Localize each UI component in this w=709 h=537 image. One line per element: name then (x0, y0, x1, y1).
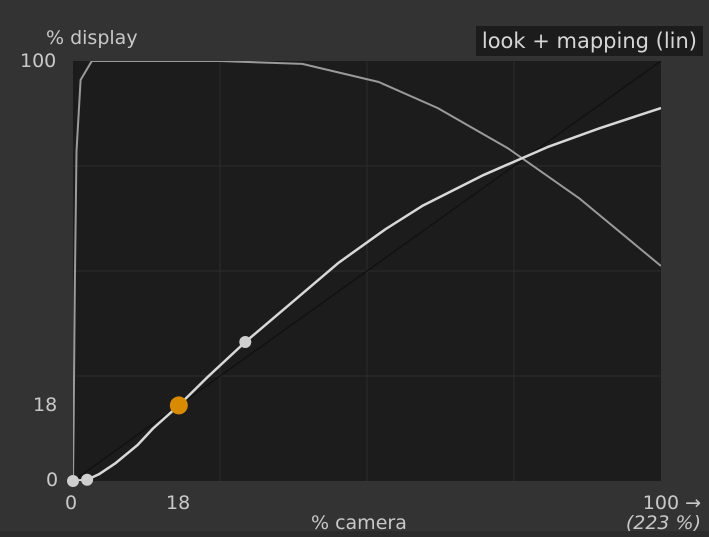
tone-curve (73, 106, 661, 481)
x-tick-label-0: 0 (65, 492, 78, 514)
y-tick-label-100: 100 (20, 50, 57, 72)
curve-node-2[interactable] (81, 473, 94, 486)
secondary-curve (73, 61, 661, 481)
y-tick-label-0: 0 (46, 469, 59, 491)
panel-footer (0, 531, 709, 537)
curve-node-4[interactable] (239, 335, 252, 348)
x-axis-range-note: (223 %) (625, 512, 701, 534)
curve-node-active[interactable] (169, 396, 188, 415)
y-axis-label: % display (46, 27, 138, 49)
curve-node-1[interactable] (67, 475, 79, 487)
x-axis-max-label: 100 → (642, 492, 701, 514)
x-axis-label: % camera (311, 512, 407, 534)
y-tick-label-18: 18 (33, 394, 58, 416)
graph-mode-title[interactable]: look + mapping (lin) (475, 26, 703, 56)
x-tick-label-18: 18 (166, 492, 191, 514)
